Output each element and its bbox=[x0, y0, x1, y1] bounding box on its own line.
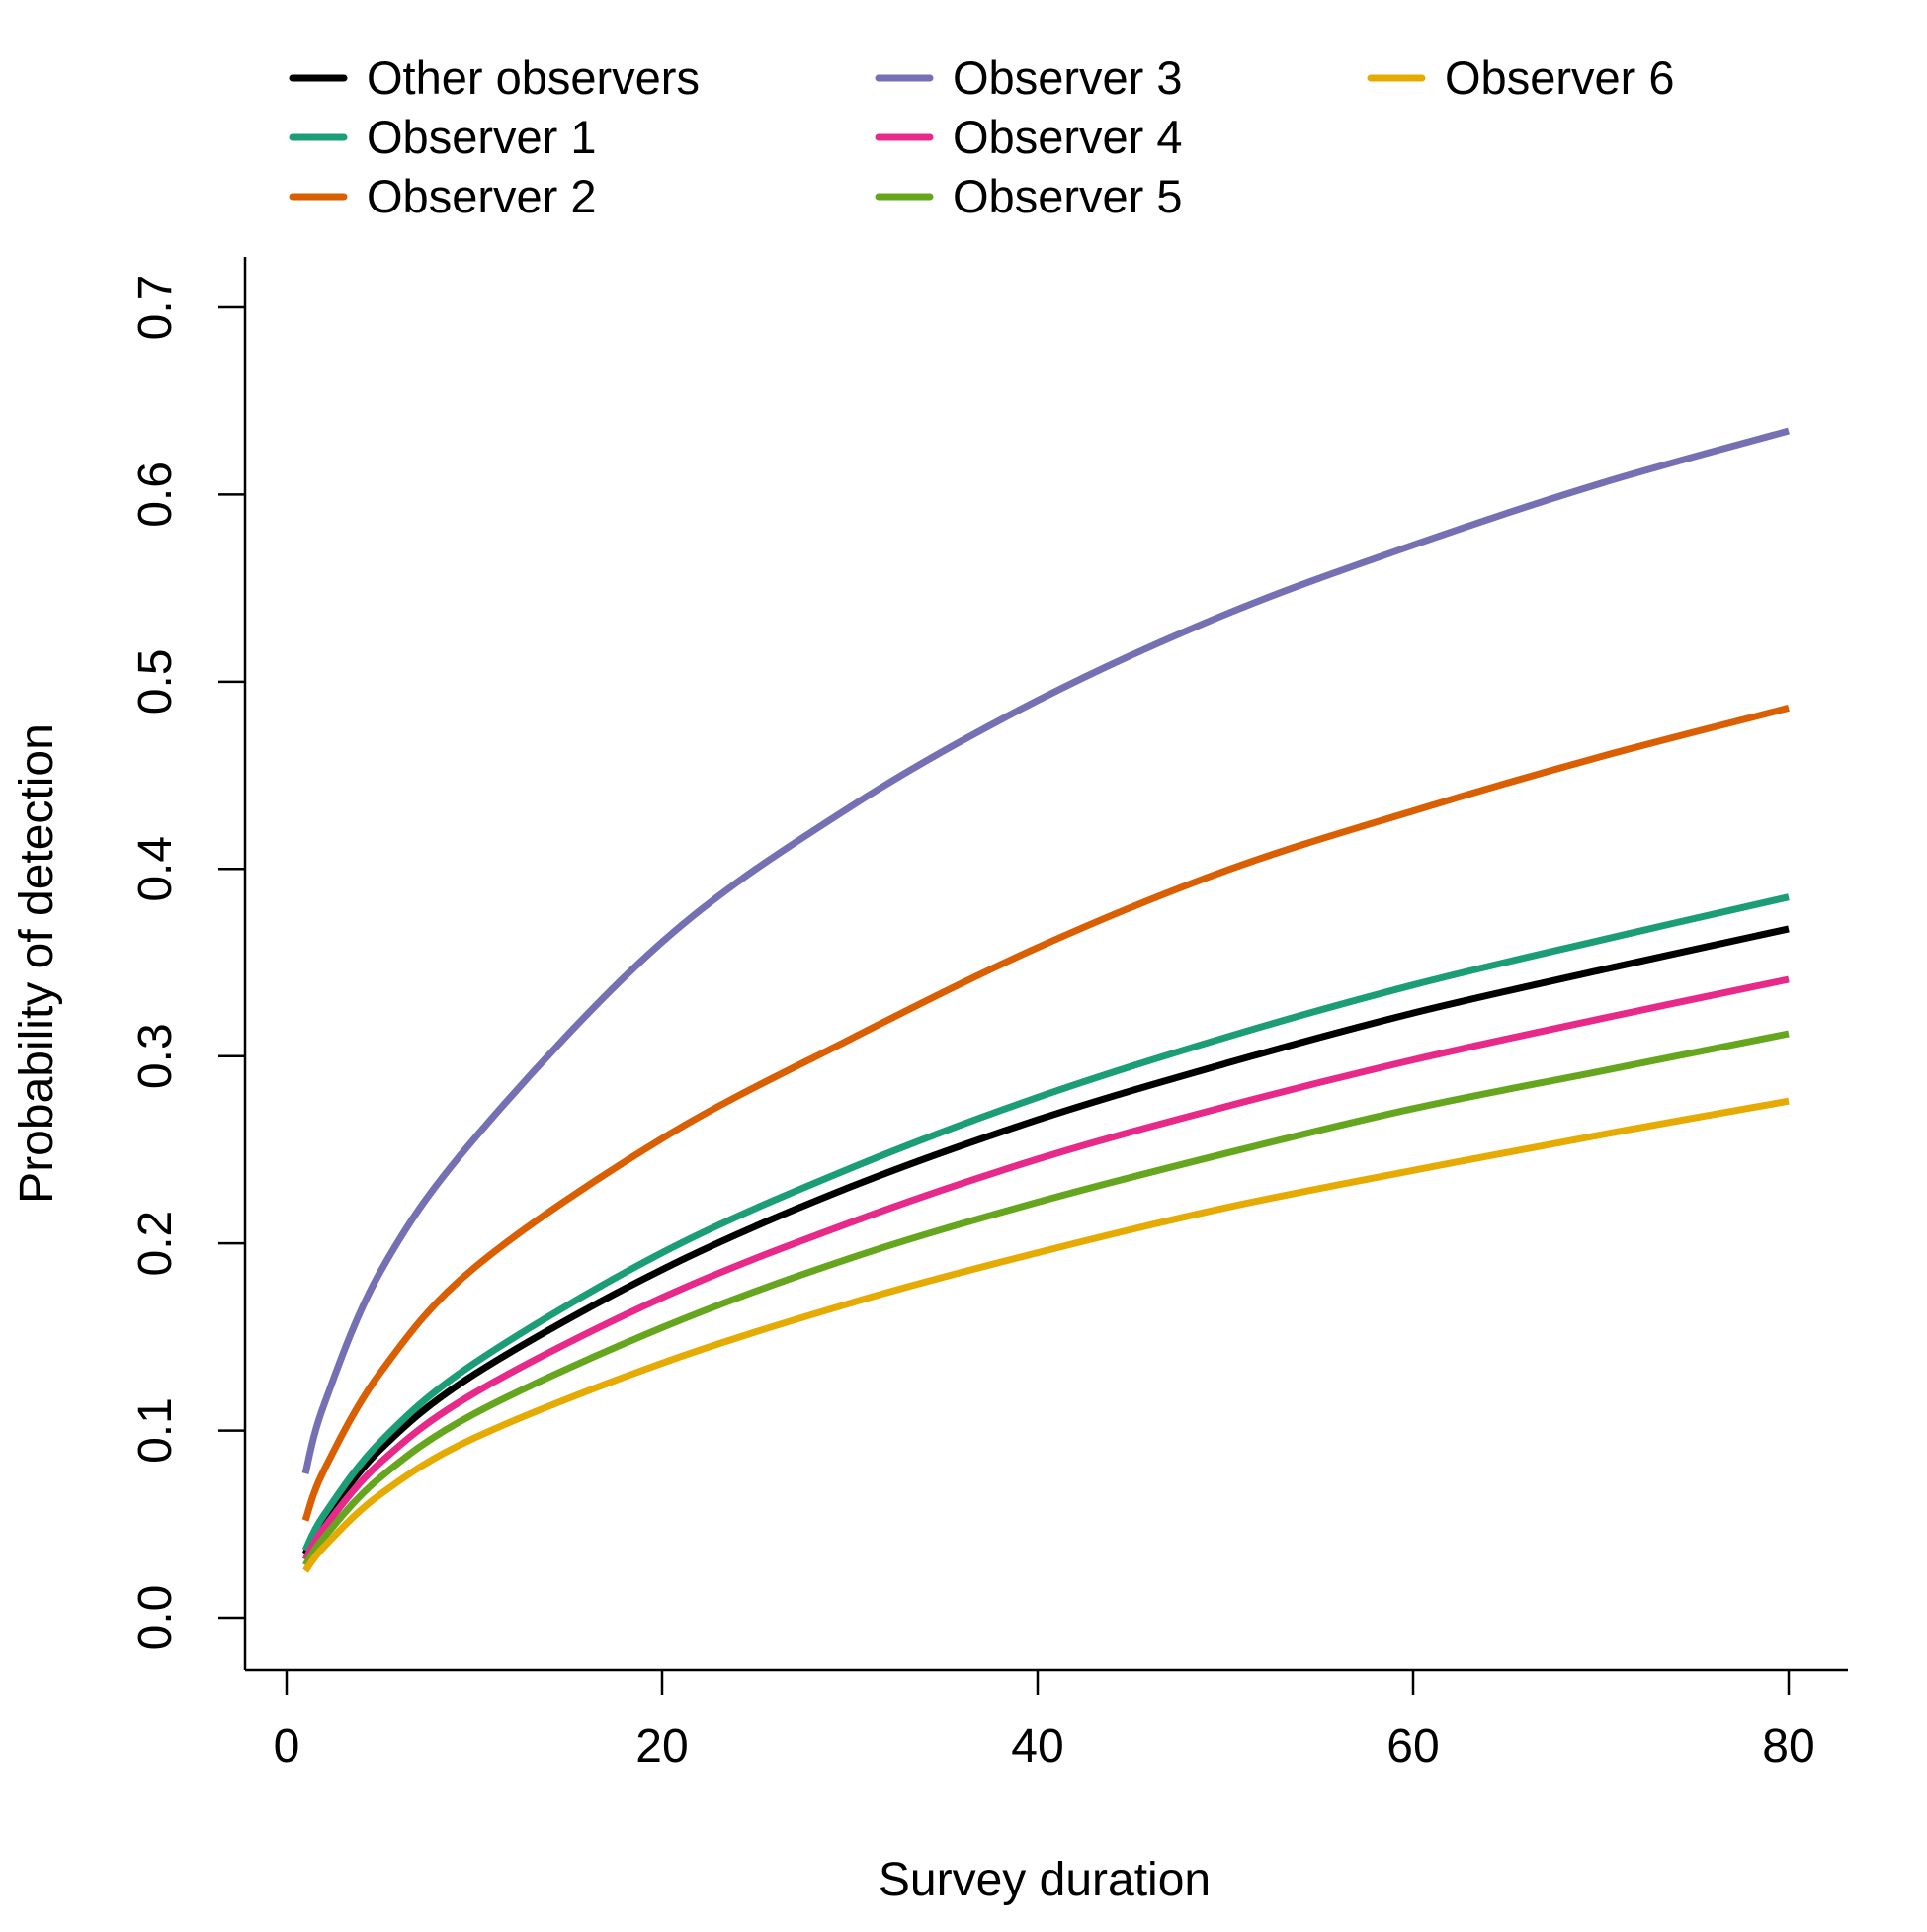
x-tick-label: 20 bbox=[635, 1721, 688, 1773]
series-line-observer-5 bbox=[302, 1030, 1790, 1567]
legend-item-other-observers: Other observers bbox=[289, 51, 700, 104]
legend-label: Observer 1 bbox=[367, 111, 596, 163]
x-tick-label: 40 bbox=[1011, 1721, 1063, 1773]
series-line-observer-3 bbox=[301, 427, 1790, 1475]
series-line-observer-2 bbox=[301, 705, 1790, 1522]
legend-label: Observer 2 bbox=[367, 170, 596, 222]
series-line-observer-6 bbox=[302, 1097, 1790, 1573]
x-tick-label: 60 bbox=[1386, 1721, 1439, 1773]
series-line-observer-1 bbox=[301, 893, 1790, 1553]
y-axis-title: Probability of detection bbox=[11, 723, 63, 1204]
y-tick-label: 0.2 bbox=[129, 1211, 182, 1277]
y-tick-label: 0.1 bbox=[129, 1397, 182, 1464]
legend: Other observers Observer 1 Observer 2 Obser… bbox=[289, 51, 1674, 222]
y-tick-label: 0.6 bbox=[129, 462, 182, 528]
legend-item-observer-4: Observer 4 bbox=[875, 111, 1182, 163]
series-line-observer-4 bbox=[301, 975, 1790, 1562]
x-axis-title: Survey duration bbox=[879, 1854, 1211, 1906]
legend-item-observer-5: Observer 5 bbox=[875, 170, 1182, 222]
y-tick-label: 0.0 bbox=[129, 1585, 182, 1651]
legend-item-observer-3: Observer 3 bbox=[875, 51, 1182, 104]
y-tick-label: 0.4 bbox=[129, 836, 182, 902]
legend-item-observer-1: Observer 1 bbox=[289, 111, 596, 163]
legend-item-observer-2: Observer 2 bbox=[289, 170, 596, 222]
legend-label: Observer 3 bbox=[953, 51, 1182, 104]
x-tick-label: 0 bbox=[274, 1721, 300, 1773]
legend-item-observer-6: Observer 6 bbox=[1367, 51, 1674, 104]
y-tick-label: 0.5 bbox=[129, 648, 182, 714]
x-tick-label: 80 bbox=[1762, 1721, 1814, 1773]
legend-label: Observer 6 bbox=[1445, 51, 1674, 104]
y-tick-label: 0.7 bbox=[129, 275, 182, 341]
axes: 0 20 40 60 80 0.0 0.1 0.2 0.3 0.4 0.5 0.6 0.7 bbox=[129, 257, 1848, 1773]
legend-label: Observer 4 bbox=[953, 111, 1182, 163]
legend-label: Other observers bbox=[367, 51, 700, 104]
series-lines bbox=[301, 427, 1790, 1573]
legend-label: Observer 5 bbox=[953, 170, 1182, 222]
series-line-other-observers bbox=[301, 925, 1790, 1556]
y-tick-label: 0.3 bbox=[129, 1023, 182, 1089]
